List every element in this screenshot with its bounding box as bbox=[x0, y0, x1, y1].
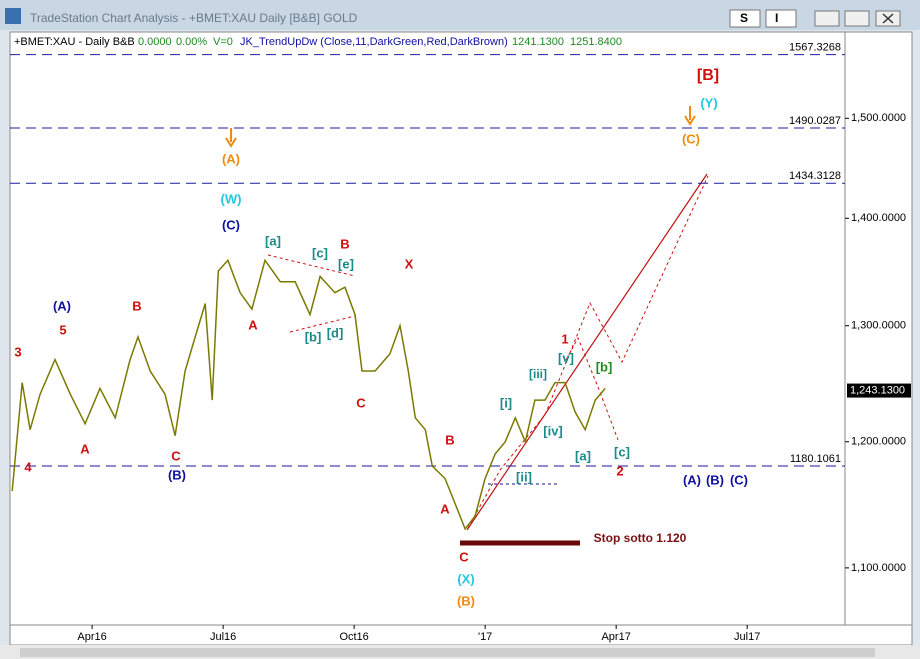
wave-label: [iii] bbox=[529, 367, 547, 381]
x-tick-label: '17 bbox=[478, 631, 492, 643]
wave-label: C bbox=[171, 448, 181, 463]
wave-label: [c] bbox=[614, 444, 630, 459]
wave-label: (B) bbox=[168, 467, 186, 482]
trend-line bbox=[466, 173, 708, 531]
y-tick-label: 1,300.0000 bbox=[851, 320, 906, 332]
wave-label: A bbox=[440, 501, 450, 516]
wave-label: [e] bbox=[338, 256, 354, 271]
wave-label: (C) bbox=[222, 217, 240, 232]
wave-label: Stop sotto 1.120 bbox=[594, 531, 687, 545]
wave-label: (C) bbox=[730, 472, 748, 487]
x-tick-label: Jul17 bbox=[734, 631, 760, 643]
close-icon bbox=[882, 13, 894, 24]
triangle-upper bbox=[267, 254, 356, 277]
header-field: 1251.8400 bbox=[570, 36, 622, 48]
wave-label: B bbox=[132, 298, 141, 313]
insert-button[interactable] bbox=[765, 9, 797, 28]
x-tick-label: Oct16 bbox=[339, 631, 368, 643]
wave-label: 2 bbox=[616, 463, 623, 478]
wave-label: 4 bbox=[24, 459, 32, 474]
wave-label: B bbox=[445, 432, 454, 447]
style-button-label: S bbox=[740, 11, 748, 25]
header-field: +BMET:XAU - Daily B&B bbox=[14, 36, 135, 48]
arrow bbox=[225, 128, 237, 148]
y-tick-label: 1,400.0000 bbox=[851, 212, 906, 224]
y-tick-label: 1,200.0000 bbox=[851, 436, 906, 448]
wave-label: [i] bbox=[500, 395, 512, 410]
wave-label: (A) bbox=[683, 472, 701, 487]
level-label: 1434.3128 bbox=[789, 170, 841, 182]
price-line bbox=[11, 258, 606, 531]
last-price-box bbox=[847, 383, 911, 398]
wave-label: (B) bbox=[457, 593, 475, 608]
projection-path-short bbox=[565, 336, 619, 441]
app-icon bbox=[5, 8, 21, 24]
wave-label: C bbox=[356, 395, 366, 410]
wave-label: [v] bbox=[558, 350, 574, 365]
wave-label: [a] bbox=[575, 448, 591, 463]
wave-label: [c] bbox=[312, 245, 328, 260]
header-field: 1241.1300 bbox=[512, 36, 564, 48]
level-label: 1567.3268 bbox=[789, 42, 841, 54]
wave-label: [iv] bbox=[543, 423, 563, 438]
projection-path bbox=[467, 175, 709, 529]
arrow bbox=[684, 106, 696, 126]
price-axis bbox=[844, 31, 913, 626]
wave-label: (B) bbox=[706, 472, 724, 487]
wave-label: A bbox=[80, 441, 90, 456]
wave-label: A bbox=[248, 317, 258, 332]
wave-label: [b] bbox=[305, 329, 322, 344]
x-tick-label: Apr17 bbox=[601, 631, 630, 643]
insert-button-label: I bbox=[775, 11, 778, 25]
x-tick-label: Jul16 bbox=[210, 631, 236, 643]
header-field: V=0 bbox=[213, 36, 233, 48]
wave-label: B bbox=[340, 236, 349, 251]
maximize-button[interactable] bbox=[844, 10, 870, 27]
wave-label: (A) bbox=[222, 151, 240, 166]
wave-label: (W) bbox=[221, 191, 242, 206]
wave-label: C bbox=[459, 549, 469, 564]
time-axis bbox=[9, 624, 913, 646]
level-label: 1490.0287 bbox=[789, 115, 841, 127]
wave-label: 3 bbox=[14, 344, 21, 359]
wave-label: [a] bbox=[265, 233, 281, 248]
style-button[interactable] bbox=[729, 9, 761, 28]
wave-label: 5 bbox=[59, 322, 66, 337]
header-field: 0.0000 bbox=[138, 36, 172, 48]
header-field: JK_TrendUpDw (Close,11,DarkGreen,Red,Dar… bbox=[240, 36, 508, 48]
wave-label: [b] bbox=[596, 359, 613, 374]
last-price-label: 1,243.1300 bbox=[850, 384, 905, 396]
plot-area bbox=[9, 31, 846, 626]
wave-label: (C) bbox=[682, 131, 700, 146]
minimize-button[interactable] bbox=[814, 10, 840, 27]
wave-label: (Y) bbox=[700, 95, 717, 110]
wave-label: [d] bbox=[327, 325, 344, 340]
scroll-thumb[interactable] bbox=[20, 648, 875, 657]
wave-label: [ii] bbox=[516, 469, 532, 484]
wave-label: [B] bbox=[697, 67, 719, 84]
x-tick-label: Apr16 bbox=[77, 631, 106, 643]
window-title: TradeStation Chart Analysis - +BMET:XAU … bbox=[30, 11, 358, 25]
level-label: 1180.1061 bbox=[790, 453, 841, 465]
y-tick-label: 1,100.0000 bbox=[851, 562, 906, 574]
y-tick-label: 1,500.0000 bbox=[851, 112, 906, 124]
wave-label: X bbox=[405, 256, 414, 271]
header-field: 0.00% bbox=[176, 36, 207, 48]
wave-label: 1 bbox=[561, 331, 568, 346]
wave-label: (A) bbox=[53, 298, 71, 313]
triangle-lower bbox=[289, 315, 356, 333]
wave-label: (X) bbox=[457, 571, 474, 586]
